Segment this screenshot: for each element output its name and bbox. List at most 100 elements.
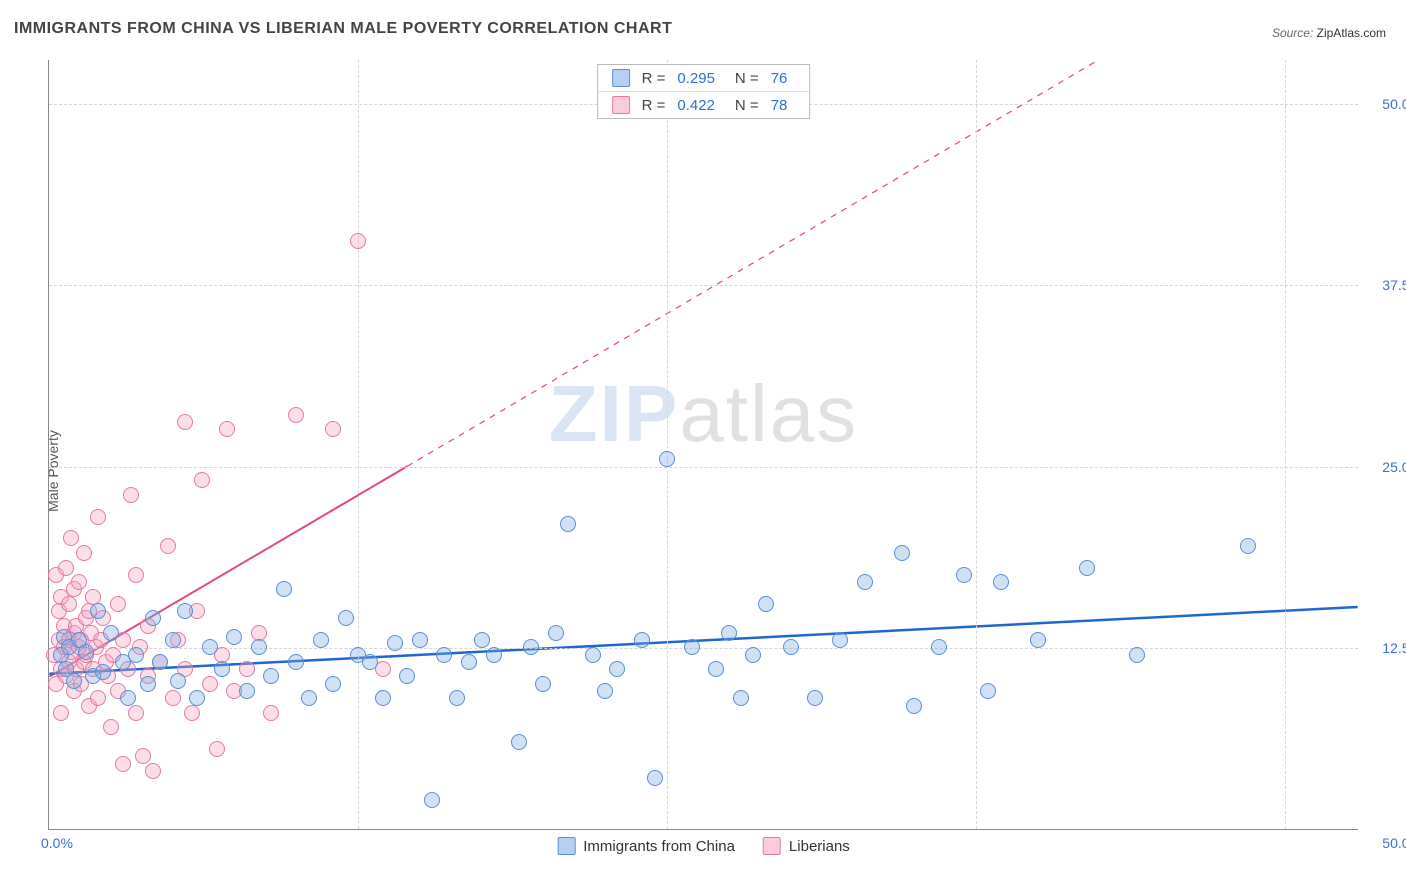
stats-r-value: 0.422 — [677, 97, 723, 114]
gridline-vertical — [358, 60, 359, 829]
gridline-horizontal — [49, 648, 1358, 649]
scatter-point-pink — [219, 421, 235, 437]
scatter-point-blue — [980, 683, 996, 699]
scatter-point-pink — [110, 596, 126, 612]
scatter-point-blue — [511, 734, 527, 750]
scatter-point-pink — [61, 596, 77, 612]
x-axis-min-label: 0.0% — [41, 835, 73, 851]
scatter-point-blue — [103, 625, 119, 641]
scatter-point-blue — [474, 632, 490, 648]
scatter-point-blue — [301, 690, 317, 706]
source-attribution: Source: ZipAtlas.com — [1272, 26, 1386, 40]
scatter-point-blue — [214, 661, 230, 677]
scatter-point-blue — [758, 596, 774, 612]
gridline-horizontal — [49, 285, 1358, 286]
scatter-point-blue — [152, 654, 168, 670]
bottom-legend: Immigrants from China Liberians — [557, 837, 850, 855]
scatter-point-blue — [1079, 560, 1095, 576]
chart-title: IMMIGRANTS FROM CHINA VS LIBERIAN MALE P… — [14, 20, 672, 38]
plot-area: ZIPatlas R = 0.295 N = 76 R = 0.422 N = … — [48, 60, 1358, 830]
scatter-point-pink — [123, 487, 139, 503]
stats-row-blue: R = 0.295 N = 76 — [598, 65, 810, 91]
scatter-point-pink — [202, 676, 218, 692]
scatter-point-pink — [128, 705, 144, 721]
legend-label-pink: Liberians — [789, 838, 850, 855]
scatter-point-pink — [325, 421, 341, 437]
scatter-point-pink — [90, 690, 106, 706]
scatter-point-pink — [53, 705, 69, 721]
scatter-point-blue — [708, 661, 724, 677]
scatter-point-blue — [170, 673, 186, 689]
scatter-point-blue — [486, 647, 502, 663]
scatter-point-pink — [58, 560, 74, 576]
scatter-point-blue — [263, 668, 279, 684]
scatter-point-pink — [209, 741, 225, 757]
legend-swatch-pink — [763, 837, 781, 855]
scatter-point-blue — [325, 676, 341, 692]
watermark-part1: ZIP — [549, 369, 679, 458]
scatter-point-blue — [956, 567, 972, 583]
stats-swatch-pink — [612, 96, 630, 114]
scatter-point-blue — [745, 647, 761, 663]
stats-n-label: N = — [733, 70, 761, 87]
scatter-point-blue — [560, 516, 576, 532]
scatter-point-pink — [165, 690, 181, 706]
x-axis-max-label: 50.0% — [1364, 835, 1406, 851]
scatter-point-blue — [597, 683, 613, 699]
scatter-point-blue — [189, 690, 205, 706]
scatter-point-blue — [832, 632, 848, 648]
stats-n-label: N = — [733, 97, 761, 114]
scatter-point-blue — [202, 639, 218, 655]
source-value: ZipAtlas.com — [1317, 26, 1386, 40]
scatter-point-blue — [721, 625, 737, 641]
scatter-point-blue — [66, 673, 82, 689]
scatter-point-blue — [684, 639, 700, 655]
scatter-point-blue — [239, 683, 255, 699]
stats-r-value: 0.295 — [677, 70, 723, 87]
scatter-point-blue — [145, 610, 161, 626]
gridline-vertical — [1285, 60, 1286, 829]
scatter-point-blue — [387, 635, 403, 651]
legend-label-blue: Immigrants from China — [583, 838, 735, 855]
scatter-point-blue — [412, 632, 428, 648]
scatter-point-pink — [135, 748, 151, 764]
scatter-point-blue — [609, 661, 625, 677]
y-tick-label: 50.0% — [1364, 96, 1406, 112]
scatter-point-blue — [1030, 632, 1046, 648]
scatter-point-blue — [424, 792, 440, 808]
legend-item-blue: Immigrants from China — [557, 837, 735, 855]
scatter-point-blue — [1129, 647, 1145, 663]
scatter-point-blue — [288, 654, 304, 670]
scatter-point-blue — [585, 647, 601, 663]
scatter-point-blue — [783, 639, 799, 655]
stats-row-pink: R = 0.422 N = 78 — [598, 91, 810, 118]
scatter-point-pink — [115, 756, 131, 772]
scatter-point-pink — [239, 661, 255, 677]
scatter-point-blue — [807, 690, 823, 706]
scatter-point-pink — [160, 538, 176, 554]
y-tick-label: 25.0% — [1364, 459, 1406, 475]
scatter-point-blue — [733, 690, 749, 706]
scatter-point-blue — [399, 668, 415, 684]
stats-r-label: R = — [640, 70, 668, 87]
scatter-point-blue — [548, 625, 564, 641]
stats-n-value: 78 — [771, 97, 796, 114]
scatter-point-pink — [177, 414, 193, 430]
chart-container: Male Poverty ZIPatlas R = 0.295 N = 76 R… — [0, 50, 1406, 892]
scatter-point-blue — [857, 574, 873, 590]
watermark-part2: atlas — [679, 369, 858, 458]
scatter-point-pink — [128, 567, 144, 583]
scatter-point-blue — [177, 603, 193, 619]
scatter-point-blue — [120, 690, 136, 706]
scatter-point-blue — [226, 629, 242, 645]
scatter-point-pink — [76, 545, 92, 561]
legend-swatch-blue — [557, 837, 575, 855]
scatter-point-blue — [931, 639, 947, 655]
stats-r-label: R = — [640, 97, 668, 114]
scatter-point-blue — [251, 639, 267, 655]
scatter-point-blue — [313, 632, 329, 648]
scatter-point-blue — [140, 676, 156, 692]
scatter-point-blue — [461, 654, 477, 670]
stats-n-value: 76 — [771, 70, 796, 87]
watermark: ZIPatlas — [549, 368, 858, 460]
